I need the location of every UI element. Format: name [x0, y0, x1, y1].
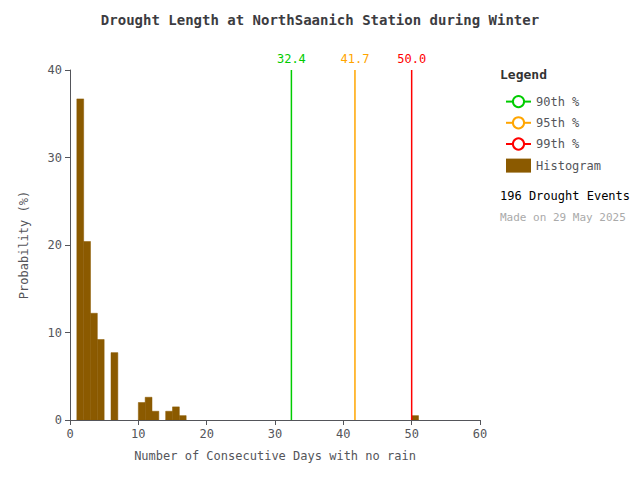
svg-text:0: 0: [55, 413, 62, 427]
svg-text:90th %: 90th %: [536, 95, 580, 109]
svg-text:50.0: 50.0: [397, 52, 426, 66]
svg-text:Drought Length at NorthSaanich: Drought Length at NorthSaanich Station d…: [101, 12, 539, 28]
svg-text:10: 10: [131, 427, 145, 441]
svg-text:30: 30: [48, 151, 62, 165]
svg-text:99th %: 99th %: [536, 137, 580, 151]
svg-text:41.7: 41.7: [340, 52, 369, 66]
svg-text:Legend: Legend: [500, 67, 547, 82]
svg-text:196 Drought Events: 196 Drought Events: [500, 189, 630, 203]
svg-text:Probability (%): Probability (%): [17, 191, 31, 299]
svg-text:50: 50: [404, 427, 418, 441]
svg-text:95th %: 95th %: [536, 116, 580, 130]
svg-text:20: 20: [48, 238, 62, 252]
svg-text:20: 20: [199, 427, 213, 441]
svg-text:40: 40: [48, 63, 62, 77]
svg-text:Number of Consecutive Days wit: Number of Consecutive Days with no rain: [134, 449, 416, 463]
svg-text:0: 0: [66, 427, 73, 441]
svg-text:10: 10: [48, 326, 62, 340]
svg-text:40: 40: [336, 427, 350, 441]
svg-text:32.4: 32.4: [277, 52, 306, 66]
svg-text:Histogram: Histogram: [536, 159, 601, 173]
svg-text:30: 30: [268, 427, 282, 441]
svg-text:60: 60: [473, 427, 487, 441]
svg-text:Made on 29 May 2025: Made on 29 May 2025: [500, 211, 626, 224]
